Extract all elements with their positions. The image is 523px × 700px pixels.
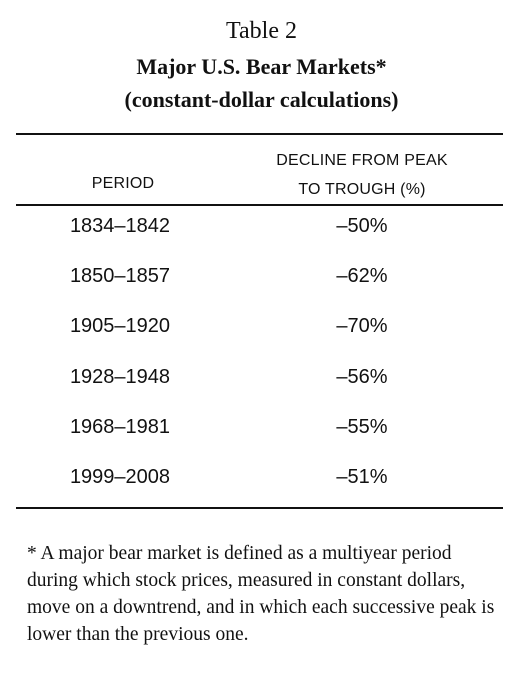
table-row: 1928–1948 –56% [0,361,523,411]
table-row: 1968–1981 –55% [0,411,523,461]
table-row: 1850–1857 –62% [0,260,523,310]
column-header-decline-line1: DECLINE FROM PEAK [276,152,448,169]
table-bottom-rule [16,507,503,509]
column-header-decline: DECLINE FROM PEAK TO TROUGH (%) [232,146,492,204]
period-cell: 1834–1842 [69,215,171,237]
decline-cell: –51% [336,465,388,488]
decline-cell: –50% [336,215,388,237]
period-cell: 1850–1857 [69,265,171,288]
decline-cell: –62% [336,265,388,288]
table-row: 1999–2008 –51% [0,461,523,511]
table-subtitle: (constant-dollar calculations) [124,87,399,112]
table-number: Table 2 [226,18,297,44]
decline-cell: –70% [336,315,388,338]
decline-cell: –56% [336,365,388,388]
period-cell: 1928–1948 [69,365,171,388]
table-header-rule [16,204,503,206]
decline-cell: –55% [336,415,388,438]
table-row: 1834–1842 –50% [0,210,523,260]
table-row: 1905–1920 –70% [0,310,523,360]
column-header-period: PERIOD [91,175,155,192]
table-body: 1834–1842 –50% 1850–1857 –62% 1905–1920 … [0,210,523,511]
table-footnote: * A major bear market is defined as a mu… [27,543,495,645]
table-top-rule [16,133,503,135]
period-cell: 1905–1920 [69,315,171,338]
column-header-decline-line2: TO TROUGH (%) [298,181,426,198]
period-cell: 1999–2008 [69,465,171,488]
table-title: Major U.S. Bear Markets* [136,54,387,79]
period-cell: 1968–1981 [69,415,171,438]
